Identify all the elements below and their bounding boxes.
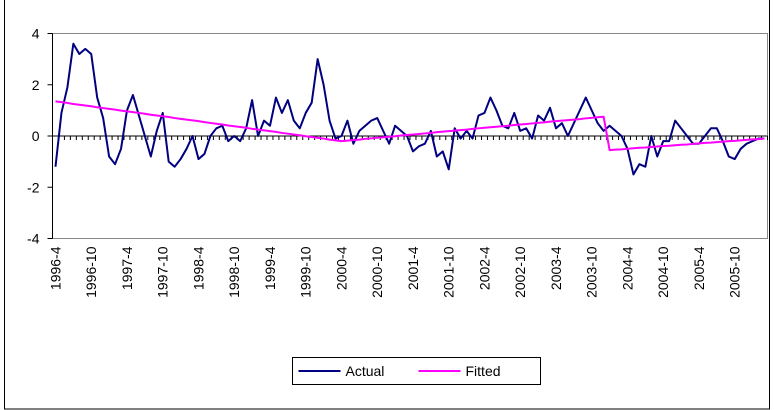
series-line	[54, 42, 765, 176]
y-tick-label: -2	[27, 179, 40, 195]
x-tick-label: 2002-4	[476, 246, 492, 290]
x-tick-label: 1996-10	[83, 246, 99, 298]
x-tick-label: 1998-10	[226, 246, 242, 298]
x-tick-label: 1999-10	[298, 246, 314, 298]
x-tick-label: 1997-4	[119, 246, 135, 290]
x-tick-label: 2004-4	[619, 246, 635, 290]
x-tick-label: 2001-4	[405, 246, 421, 290]
x-tick-label: 2003-10	[584, 246, 600, 298]
x-tick-label: 2002-10	[512, 246, 528, 298]
x-tick-label: 1996-4	[47, 246, 63, 290]
series-line	[55, 100, 765, 152]
x-tick-label: 1997-10	[155, 246, 171, 298]
x-tick-label: 2000-10	[369, 246, 385, 298]
y-tick-label: 0	[32, 128, 40, 144]
x-tick-label: 2000-4	[333, 246, 349, 290]
legend: Actual Fitted	[292, 357, 541, 385]
x-tick-label: 2005-10	[727, 246, 743, 298]
x-tick-label: 2005-4	[691, 246, 707, 290]
y-tick-label: -4	[27, 231, 40, 247]
legend-label: Fitted	[466, 363, 501, 379]
x-tick-label: 1998-4	[190, 246, 206, 290]
x-tick-label: 2004-10	[655, 246, 671, 298]
x-tick-label: 2003-4	[548, 246, 564, 290]
legend-label: Actual	[346, 363, 385, 379]
x-tick-label: 1999-4	[262, 246, 278, 290]
y-tick-label: 2	[32, 77, 40, 93]
x-tick-label: 2001-10	[441, 246, 457, 298]
y-tick-label: 4	[32, 26, 40, 42]
